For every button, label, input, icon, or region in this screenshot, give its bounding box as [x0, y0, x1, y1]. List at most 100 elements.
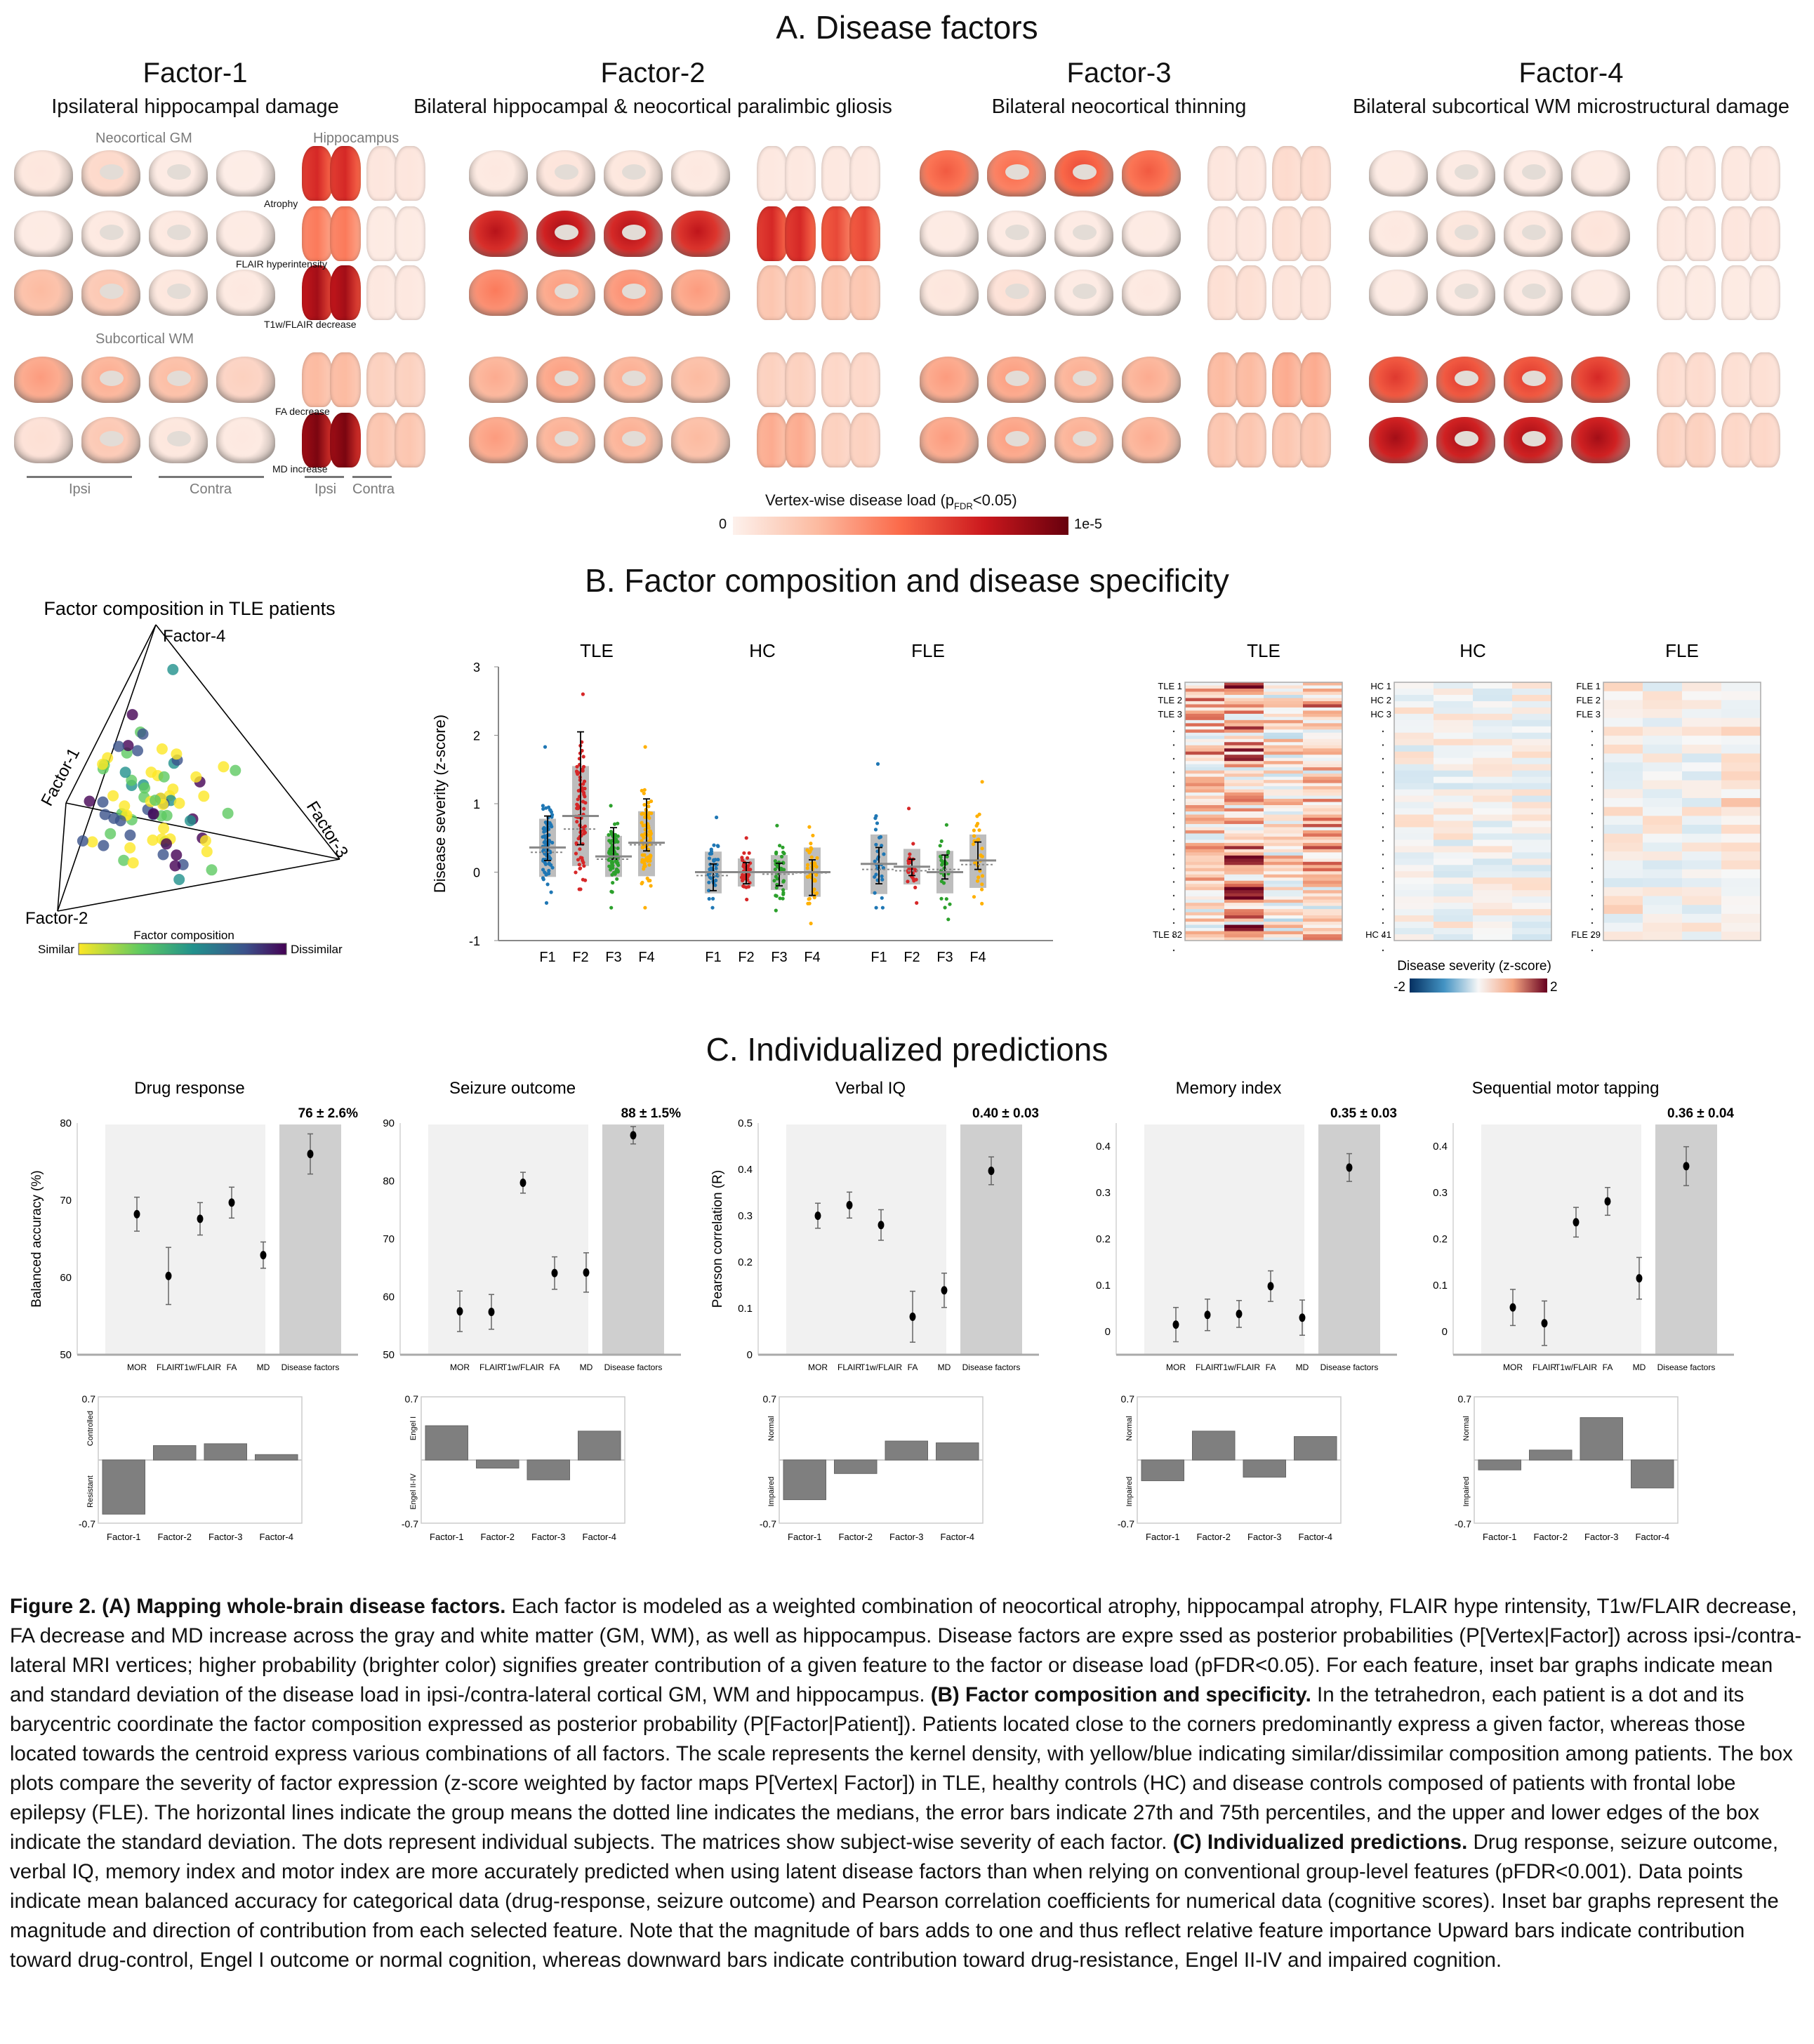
- brain-f3-r5-v2: [987, 417, 1046, 463]
- heatmap-cell: [1394, 701, 1434, 708]
- heatmap-cell: [1473, 915, 1512, 922]
- mean-point: [1346, 1163, 1353, 1172]
- patient-dot: [127, 857, 139, 869]
- subject-dot: [616, 839, 620, 844]
- heatmap-cell: [1682, 691, 1721, 701]
- heatmap-cell: [1224, 937, 1264, 941]
- contribution-neg-label: Resistant: [86, 1475, 95, 1508]
- brain-f4-r3-v1: [1369, 270, 1428, 316]
- subject-dot: [980, 874, 985, 878]
- heatmap-cell: [1264, 928, 1303, 932]
- mean-point: [519, 1178, 527, 1187]
- subject-dot: [613, 872, 617, 876]
- heatmap-cell: [1394, 795, 1434, 803]
- contribution-category: Factor-4: [1299, 1532, 1332, 1542]
- heatmap-cell: [1224, 710, 1264, 715]
- subject-dot: [874, 905, 878, 910]
- heatmap-cell: [1394, 865, 1434, 872]
- heatmap-cell: [1224, 924, 1264, 929]
- subject-dot: [880, 905, 885, 910]
- heatmap-cell: [1185, 918, 1224, 922]
- contribution-category: Factor-4: [1636, 1532, 1669, 1542]
- heatmap-cell: [1682, 709, 1721, 719]
- heatmap-cell: [1264, 890, 1303, 894]
- heatmap-cell: [1512, 827, 1551, 834]
- heatmap-cell: [1512, 858, 1551, 865]
- heatmap-cell: [1303, 931, 1342, 935]
- heatmap-cell: [1185, 808, 1224, 812]
- mean-point: [814, 1212, 821, 1220]
- subject-dot: [943, 905, 947, 910]
- heatmap-cell: [1512, 789, 1551, 797]
- heatmap-cell: [1603, 789, 1643, 799]
- heatmap-colorbar: [1410, 978, 1547, 993]
- heatmap-cell: [1603, 842, 1643, 852]
- heatmap-cell: [1512, 884, 1551, 891]
- subject-dot: [609, 868, 613, 872]
- heatmap-cell: [1224, 748, 1264, 752]
- heatmap-cell: [1185, 842, 1224, 847]
- patient-dot: [167, 783, 179, 795]
- factor-title-3: Factor-3: [1066, 58, 1172, 88]
- subject-dot: [610, 872, 614, 877]
- heatmap-cell: [1643, 736, 1682, 745]
- subject-dot: [549, 890, 553, 894]
- subject-dot: [945, 854, 949, 858]
- brain-f3-r4-v4: [1122, 357, 1181, 403]
- pred-ytick: 0.3: [738, 1210, 753, 1222]
- hippo-f3-r5-contra-1: [1272, 413, 1303, 467]
- heatmap-cell: [1473, 795, 1512, 803]
- subject-dot: [643, 905, 647, 910]
- heatmap-cell: [1224, 827, 1264, 831]
- heatmap-cell: [1721, 797, 1761, 808]
- patient-dot: [158, 823, 170, 835]
- heatmap-cell: [1721, 726, 1761, 736]
- heatmap-cell: [1394, 682, 1434, 689]
- mean-point: [456, 1307, 463, 1316]
- pred-ytick: 0.3: [1433, 1187, 1448, 1199]
- heatmap-cell: [1224, 751, 1264, 755]
- heatmap-cell: [1264, 887, 1303, 891]
- subject-dot: [547, 862, 551, 866]
- brain-f2-r2-v1: [469, 211, 528, 257]
- heatmap-cell: [1185, 786, 1224, 790]
- brain-f3-r3-v1: [920, 270, 979, 316]
- subject-dot: [807, 896, 812, 901]
- subject-dot: [873, 859, 877, 863]
- factor-title-4: Factor-4: [1518, 58, 1624, 88]
- contribution-category: Factor-3: [1584, 1532, 1618, 1542]
- heatmap-cell: [1224, 707, 1264, 711]
- heatmap-cell: [1303, 767, 1342, 771]
- ellipsis-dot: [1591, 785, 1594, 788]
- heatmap-cell: [1185, 717, 1224, 721]
- subject-dot: [878, 835, 882, 839]
- heatmap-cell: [1394, 896, 1434, 903]
- subject-dot: [541, 827, 545, 831]
- heatmap-cell: [1224, 846, 1264, 850]
- heatmap-cell: [1603, 913, 1643, 924]
- section-b-title: B. Factor composition and disease specif…: [585, 562, 1229, 599]
- pred-ytick: 0.2: [1096, 1233, 1111, 1245]
- subject-dot: [543, 745, 548, 749]
- heatmap-cell: [1603, 753, 1643, 763]
- heatmap-cell: [1512, 877, 1551, 884]
- heatmap-cell: [1434, 928, 1473, 935]
- heatmap-cell: [1185, 928, 1224, 932]
- heatmap-cell: [1224, 717, 1264, 721]
- heatmap-cell: [1224, 903, 1264, 907]
- heatmap-cell: [1682, 851, 1721, 861]
- heatmap-cell: [1473, 833, 1512, 840]
- brain-f1-r1-v2: [81, 150, 140, 197]
- heatmap-cell: [1721, 869, 1761, 879]
- heatmap-cell: [1643, 726, 1682, 736]
- hippo-f2-r2-contra-1: [821, 206, 852, 261]
- subject-dot: [744, 885, 748, 889]
- hippo-f1-r5-contra-1: [366, 413, 397, 467]
- heatmap-cell: [1224, 814, 1264, 818]
- subject-dot: [781, 879, 786, 883]
- heatmap-cell: [1473, 839, 1512, 847]
- pred-category: FLAIR: [479, 1362, 503, 1372]
- heatmap-cell: [1394, 877, 1434, 884]
- subject-dot: [647, 804, 651, 809]
- patient-dot: [171, 849, 183, 861]
